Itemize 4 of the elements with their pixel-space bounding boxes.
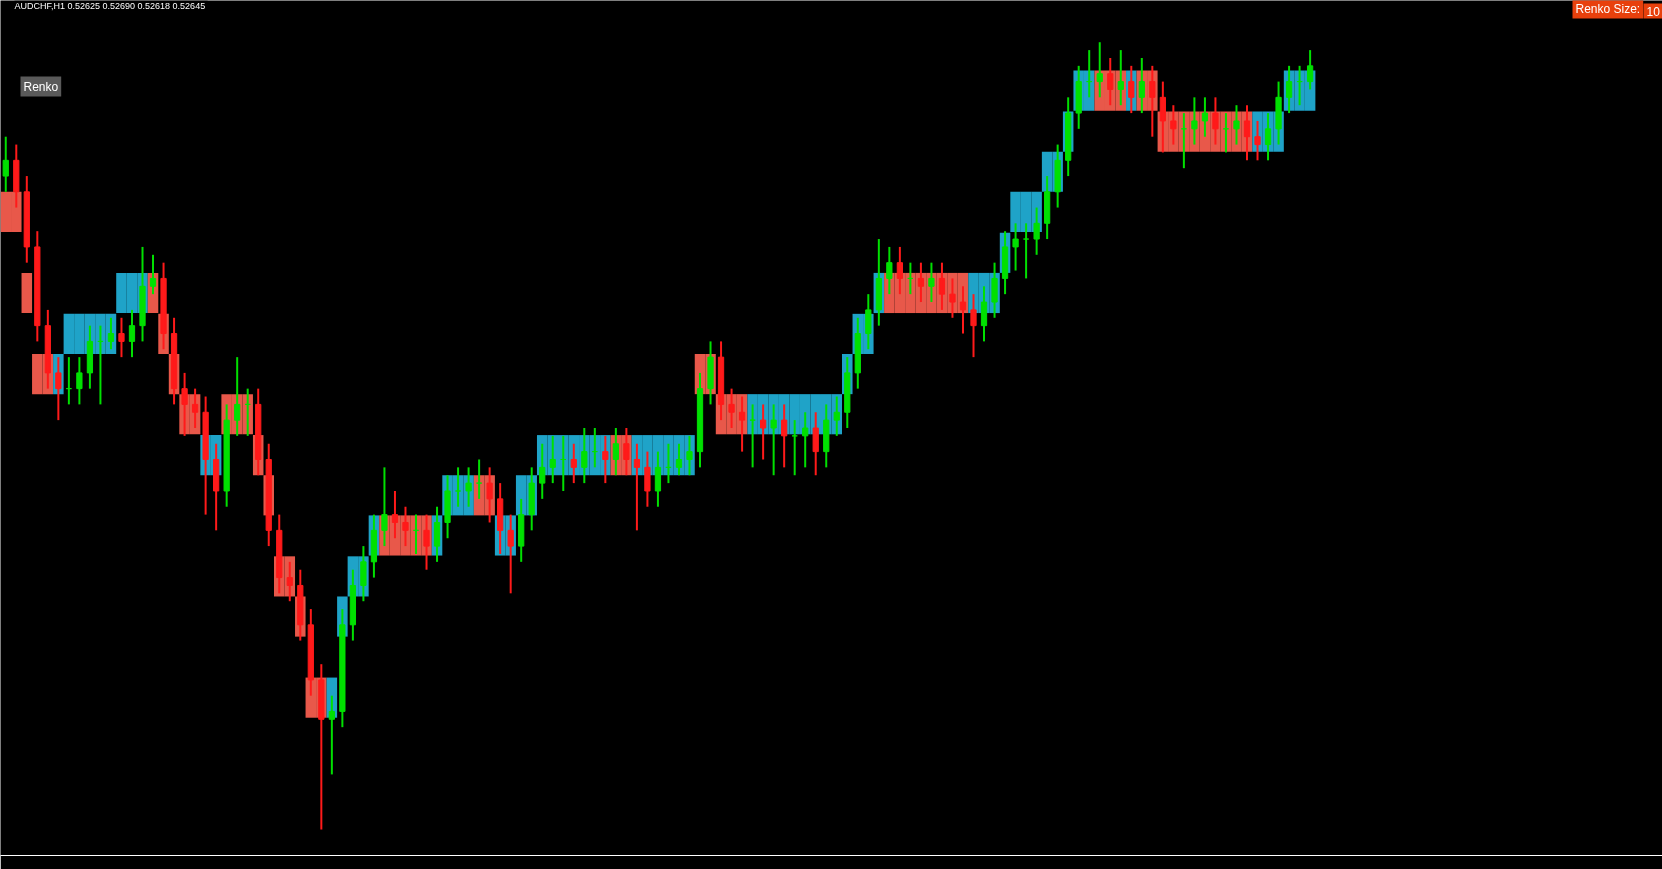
text: Renko Size: bbox=[1575, 1, 1641, 16]
text: 10 bbox=[1646, 4, 1661, 19]
chart-title: AUDCHF,H1 0.52625 0.52690 0.52618 0.52645 bbox=[14, 0, 206, 11]
annotation: Renko bbox=[23, 79, 59, 94]
